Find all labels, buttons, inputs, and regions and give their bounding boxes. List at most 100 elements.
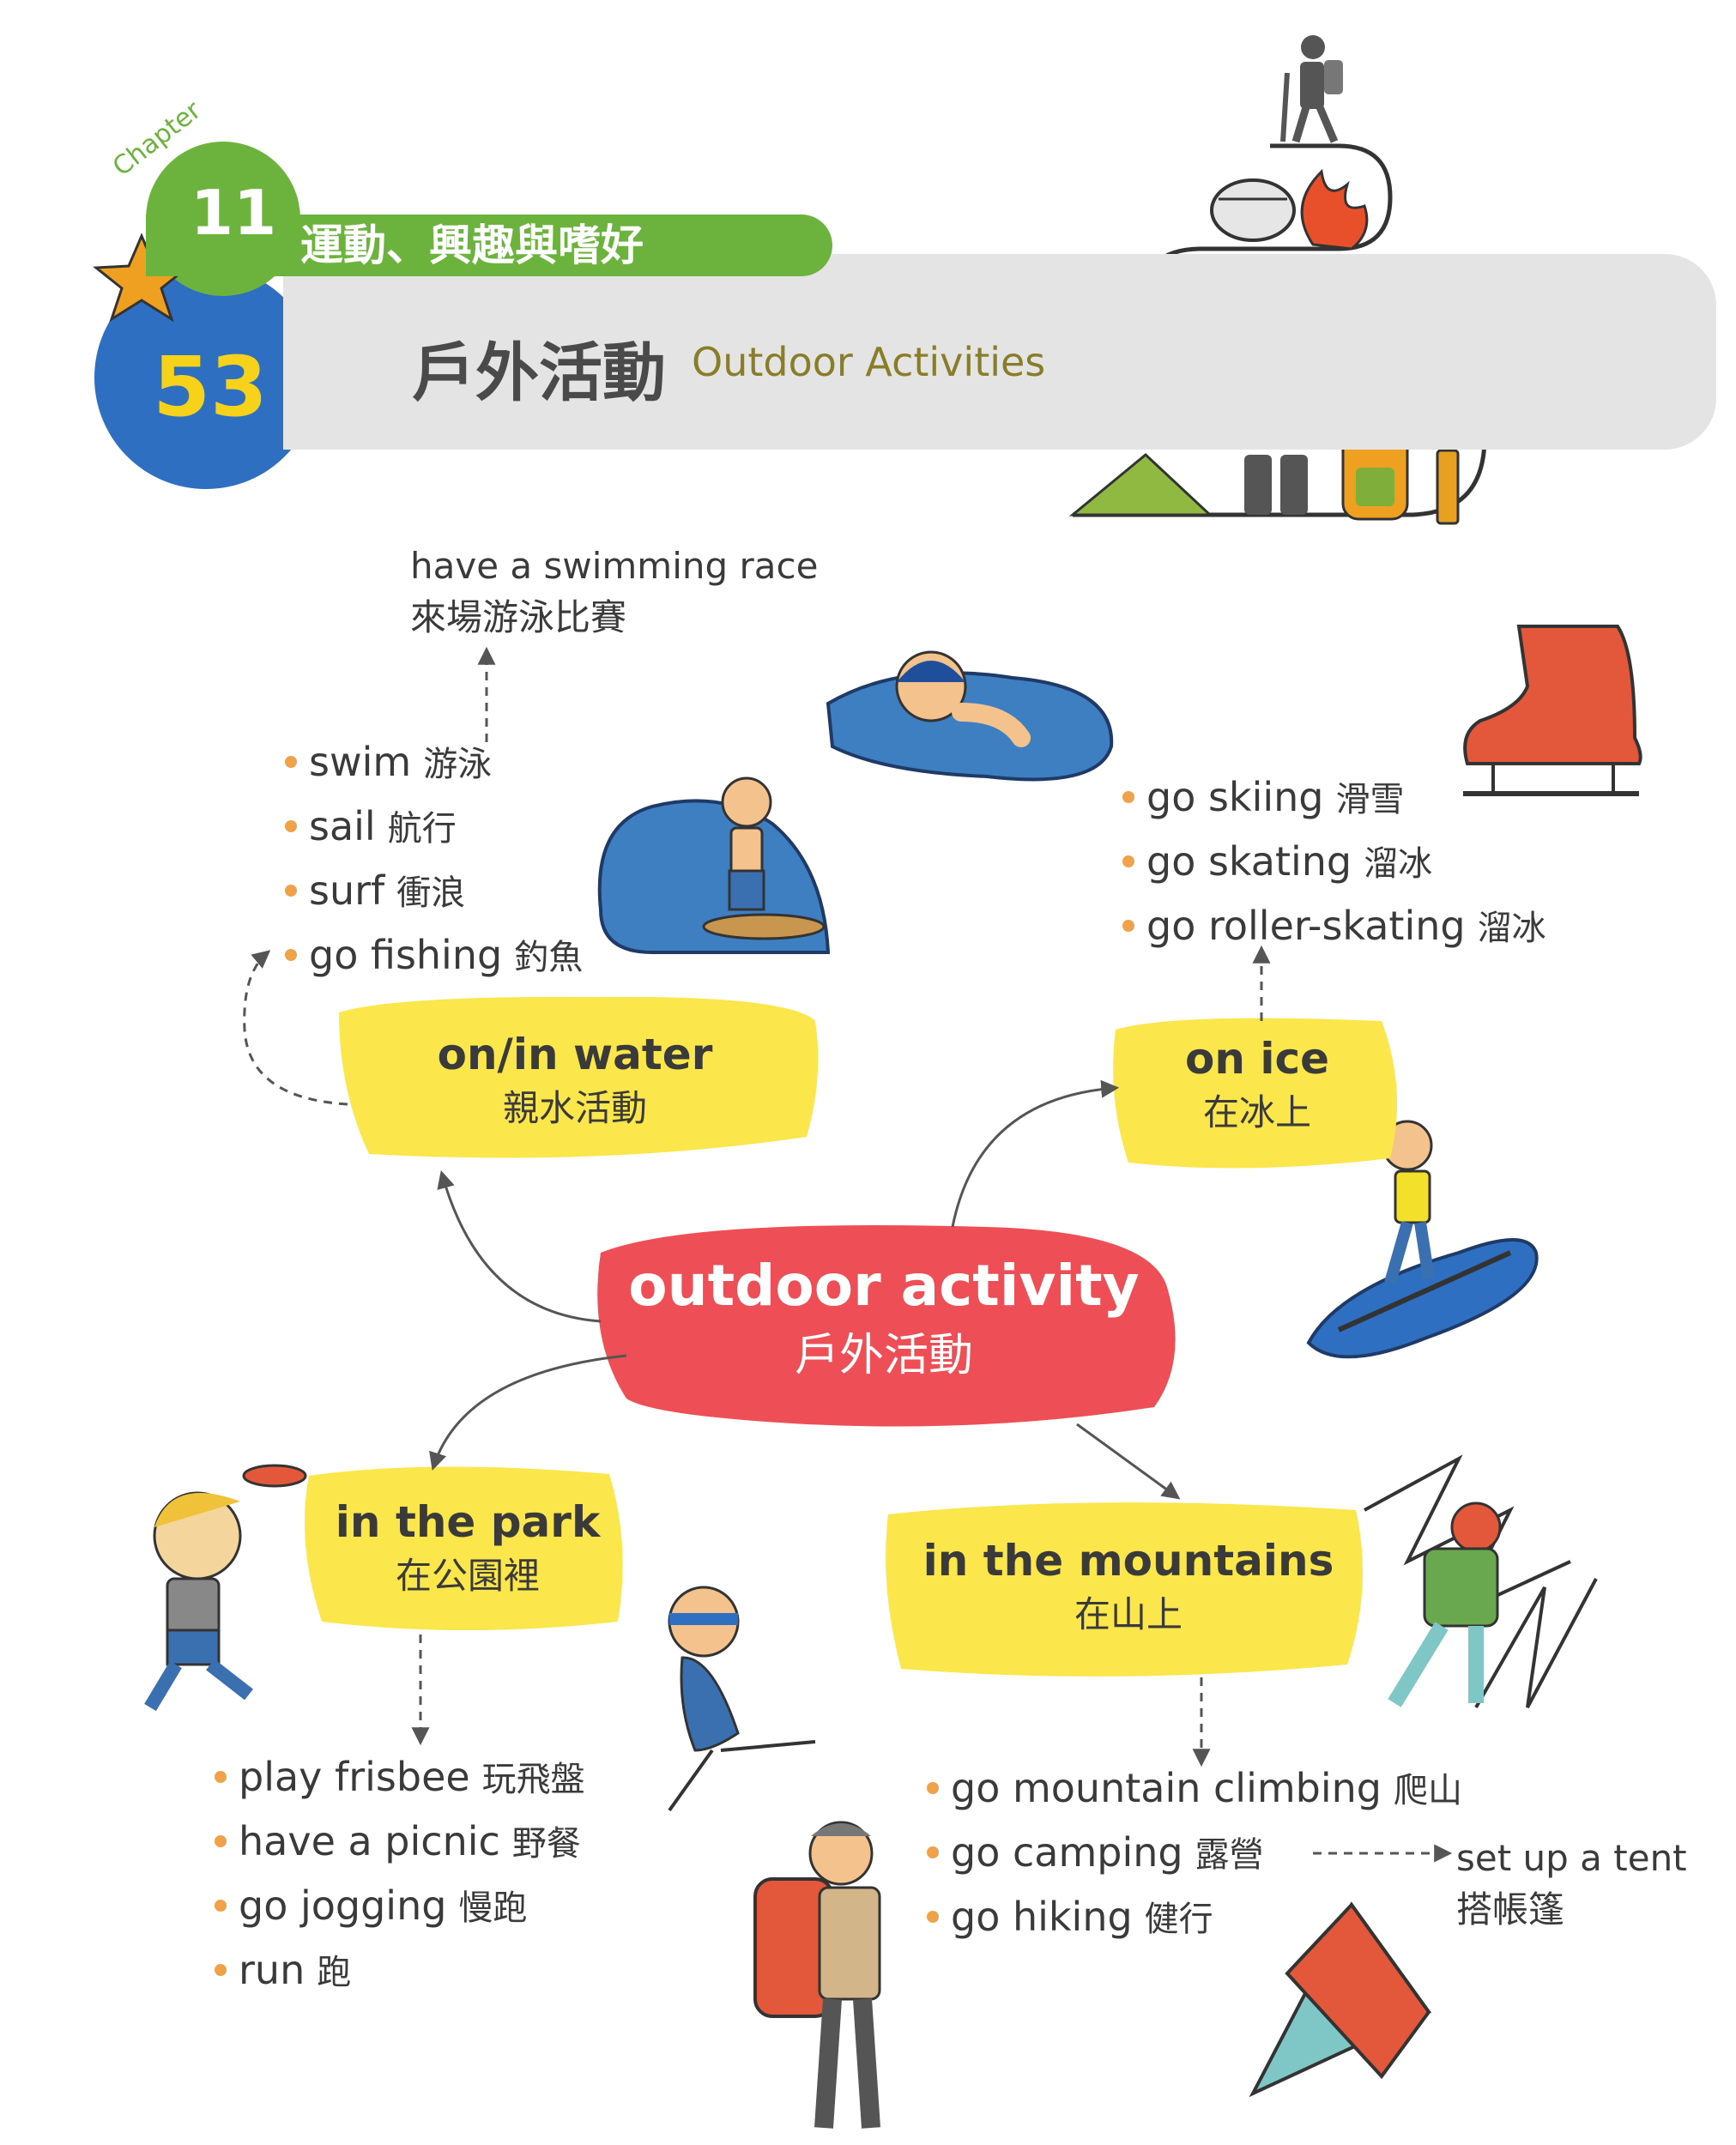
ice-blob bbox=[1113, 1018, 1397, 1169]
park-hub-en: in the park bbox=[335, 1497, 601, 1547]
list-item: play frisbee 玩飛盤 bbox=[215, 1746, 585, 1810]
item-en: go mountain climbing bbox=[951, 1765, 1382, 1811]
list-item: go mountain climbing 爬山 bbox=[927, 1757, 1462, 1822]
mountains-hub-zh: 在山上 bbox=[1074, 1593, 1183, 1635]
park-blob bbox=[305, 1466, 623, 1630]
tent-illustration bbox=[1249, 1901, 1432, 2098]
list-item: go hiking 健行 bbox=[927, 1886, 1462, 1950]
item-en: have a picnic bbox=[239, 1818, 500, 1864]
item-zh: 溜冰 bbox=[1364, 844, 1433, 884]
header-green-band bbox=[146, 214, 832, 276]
item-zh: 健行 bbox=[1144, 1900, 1213, 1939]
item-zh: 玩飛盤 bbox=[481, 1760, 585, 1799]
item-zh: 釣魚 bbox=[514, 938, 584, 977]
item-zh: 滑雪 bbox=[1335, 780, 1405, 819]
bullet-icon bbox=[285, 948, 297, 961]
bullet-icon bbox=[1122, 855, 1134, 867]
backpack-icon bbox=[1341, 432, 1409, 521]
bullet-icon bbox=[285, 755, 297, 768]
item-en: go skating bbox=[1146, 838, 1352, 885]
list-item: go skiing 滑雪 bbox=[1122, 766, 1546, 831]
frisbee-boy-illustration bbox=[144, 1464, 307, 1712]
bullet-icon bbox=[285, 819, 297, 832]
item-zh: 游泳 bbox=[423, 745, 493, 784]
tent-note-zh: 搭帳篷 bbox=[1456, 1888, 1565, 1930]
bullet-icon bbox=[1122, 790, 1134, 803]
water-hub: on/in water 親水活動 bbox=[343, 1030, 807, 1132]
connector-center-park bbox=[429, 1354, 627, 1471]
mountains-hub-en: in the mountains bbox=[922, 1536, 1334, 1586]
item-en: go hiking bbox=[951, 1894, 1133, 1940]
item-en: surf bbox=[309, 867, 385, 914]
item-en: play frisbee bbox=[239, 1754, 470, 1800]
ice-hub: on ice 在冰上 bbox=[1116, 1034, 1399, 1136]
skier-illustration bbox=[1306, 1120, 1539, 1359]
item-zh: 跑 bbox=[317, 1953, 352, 1992]
item-zh: 露營 bbox=[1195, 1835, 1264, 1875]
list-item: have a picnic 野餐 bbox=[215, 1810, 585, 1875]
ice-skate-illustration bbox=[1463, 625, 1642, 796]
tent-note: set up a tent 搭帳篷 bbox=[1456, 1833, 1687, 1936]
center-hub-en: outdoor activity bbox=[628, 1253, 1140, 1319]
list-item: sail 航行 bbox=[285, 795, 583, 860]
center-blob bbox=[597, 1225, 1176, 1427]
park-list: play frisbee 玩飛盤 have a picnic 野餐 go joggi… bbox=[215, 1746, 585, 2003]
center-hub: outdoor activity 戶外活動 bbox=[601, 1253, 1167, 1383]
ice-hub-zh: 在冰上 bbox=[1202, 1091, 1311, 1133]
bullet-icon bbox=[215, 1899, 227, 1912]
item-zh: 慢跑 bbox=[458, 1888, 528, 1928]
item-zh: 野餐 bbox=[511, 1824, 581, 1864]
list-item: swim 游泳 bbox=[285, 731, 583, 795]
item-en: run bbox=[239, 1947, 305, 1993]
mountains-blob bbox=[886, 1502, 1363, 1677]
water-blob bbox=[339, 996, 819, 1158]
item-en: go camping bbox=[951, 1829, 1183, 1876]
ice-hub-en: on ice bbox=[1184, 1034, 1330, 1084]
jogger-illustration bbox=[668, 1586, 816, 1812]
item-en: swim bbox=[309, 739, 412, 785]
bullet-icon bbox=[215, 1834, 227, 1847]
swim-race-note: have a swimming race 來場游泳比賽 bbox=[410, 541, 818, 644]
connector-center-mountains bbox=[1076, 1423, 1181, 1500]
ice-list: go skiing 滑雪 go skating 溜冰 go roller-skati… bbox=[1122, 766, 1546, 959]
water-hub-en: on/in water bbox=[437, 1030, 713, 1079]
connector-water-items bbox=[243, 950, 348, 1106]
binoculars-icon bbox=[1244, 455, 1308, 515]
item-zh: 溜冰 bbox=[1477, 909, 1546, 948]
park-hub: in the park 在公園裡 bbox=[309, 1497, 626, 1599]
bullet-icon bbox=[285, 884, 297, 897]
flashlight-icon bbox=[1436, 449, 1460, 525]
tent-icon bbox=[1068, 453, 1213, 517]
center-hub-zh: 戶外活動 bbox=[794, 1330, 973, 1381]
item-zh: 爬山 bbox=[1394, 1771, 1463, 1810]
pot-icon bbox=[1210, 178, 1296, 242]
surfer-illustration bbox=[597, 776, 831, 954]
item-en: go jogging bbox=[239, 1882, 447, 1929]
item-en: go fishing bbox=[309, 932, 503, 978]
connector-center-water bbox=[437, 1169, 602, 1323]
list-item: go skating 溜冰 bbox=[1122, 831, 1546, 895]
bullet-icon bbox=[927, 1910, 939, 1923]
item-en: sail bbox=[309, 803, 376, 849]
unit-number: 53 bbox=[153, 339, 268, 435]
list-item: run 跑 bbox=[215, 1939, 585, 2003]
water-hub-zh: 親水活動 bbox=[502, 1087, 647, 1129]
list-item: go fishing 釣魚 bbox=[285, 924, 583, 988]
item-zh: 航行 bbox=[387, 809, 457, 849]
chapter-title: 運動、興趣與嗜好 bbox=[300, 221, 644, 270]
climber-illustration bbox=[1364, 1454, 1598, 1708]
list-item: go roller-skating 溜冰 bbox=[1122, 895, 1546, 959]
mountains-hub: in the mountains 在山上 bbox=[888, 1536, 1369, 1638]
mountains-list: go mountain climbing 爬山 go camping 露營 go h… bbox=[927, 1757, 1462, 1950]
swim-race-en: have a swimming race bbox=[410, 545, 819, 587]
unit-circle bbox=[94, 266, 318, 489]
item-en: go skiing bbox=[1146, 774, 1324, 820]
bullet-icon bbox=[1122, 919, 1134, 932]
backpacker-illustration bbox=[753, 1821, 881, 2129]
tent-note-en: set up a tent bbox=[1456, 1837, 1687, 1879]
bullet-icon bbox=[927, 1781, 939, 1794]
item-en: go roller-skating bbox=[1146, 903, 1466, 949]
unit-title-zh: 戶外活動 bbox=[412, 336, 666, 410]
water-list: swim 游泳 sail 航行 surf 衝浪 go fishing 釣魚 bbox=[285, 731, 583, 988]
